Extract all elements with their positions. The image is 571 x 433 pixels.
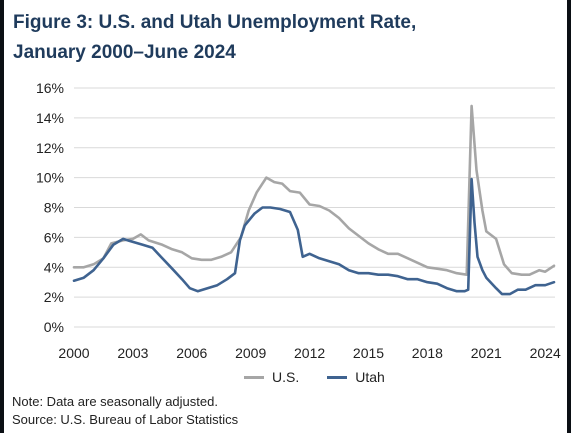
x-tick-label: 2024 bbox=[530, 345, 561, 361]
chart-legend: U.S. Utah bbox=[244, 369, 413, 385]
y-axis-tick-labels: 0% 2% 4% 6% 8% 10% 12% 14% 16% bbox=[36, 80, 64, 335]
x-tick-label: 2021 bbox=[471, 345, 502, 361]
series-lines bbox=[72, 104, 556, 296]
series-line-utah bbox=[72, 177, 556, 296]
legend-swatch-utah bbox=[327, 375, 348, 379]
line-chart: 0%2%4%6%8%10%12%14%16% 2000 2003 2006 2009 2… bbox=[36, 80, 561, 361]
y-tick-label: 16% bbox=[36, 80, 64, 96]
x-tick-label: 2006 bbox=[176, 345, 207, 361]
y-tick-label: 8% bbox=[44, 200, 64, 216]
figure-panel: Figure 3: U.S. and Utah Unemployment Rat… bbox=[4, 0, 567, 433]
y-tick-label: 0% bbox=[44, 319, 64, 335]
y-tick-label: 2% bbox=[44, 289, 64, 305]
x-tick-label: 2018 bbox=[412, 345, 443, 361]
y-tick-label: 6% bbox=[44, 229, 64, 245]
legend-item-us: U.S. bbox=[244, 369, 299, 385]
x-tick-label: 2015 bbox=[353, 345, 384, 361]
x-axis-tick-labels: 2000 2003 2006 2009 2012 2015 2018 2021 2024 bbox=[58, 345, 561, 361]
note-text: Note: Data are seasonally adjusted. bbox=[12, 394, 218, 409]
y-tick-label: 10% bbox=[36, 170, 64, 186]
source-text: Source: U.S. Bureau of Labor Statistics bbox=[12, 412, 239, 427]
legend-label-utah: Utah bbox=[355, 369, 385, 385]
y-tick-label: 4% bbox=[44, 259, 64, 275]
legend-swatch-us bbox=[244, 375, 264, 379]
gridlines bbox=[74, 87, 555, 328]
legend-item-utah: Utah bbox=[327, 369, 385, 385]
x-tick-label: 2000 bbox=[58, 345, 89, 361]
x-tick-label: 2003 bbox=[117, 345, 148, 361]
footnote: Note: Data are seasonally adjusted. Sour… bbox=[12, 393, 238, 429]
chart-title: Figure 3: U.S. and Utah Unemployment Rat… bbox=[13, 8, 553, 68]
x-tick-label: 2012 bbox=[294, 345, 325, 361]
legend-label-us: U.S. bbox=[272, 369, 300, 385]
chart-title-line-2: January 2000–June 2024 bbox=[13, 42, 236, 63]
series-line-us bbox=[72, 104, 556, 276]
y-tick-label: 14% bbox=[36, 110, 64, 126]
x-tick-label: 2009 bbox=[235, 345, 266, 361]
chart-title-line-1: Figure 3: U.S. and Utah Unemployment Rat… bbox=[13, 12, 417, 33]
y-tick-label: 12% bbox=[36, 140, 64, 156]
